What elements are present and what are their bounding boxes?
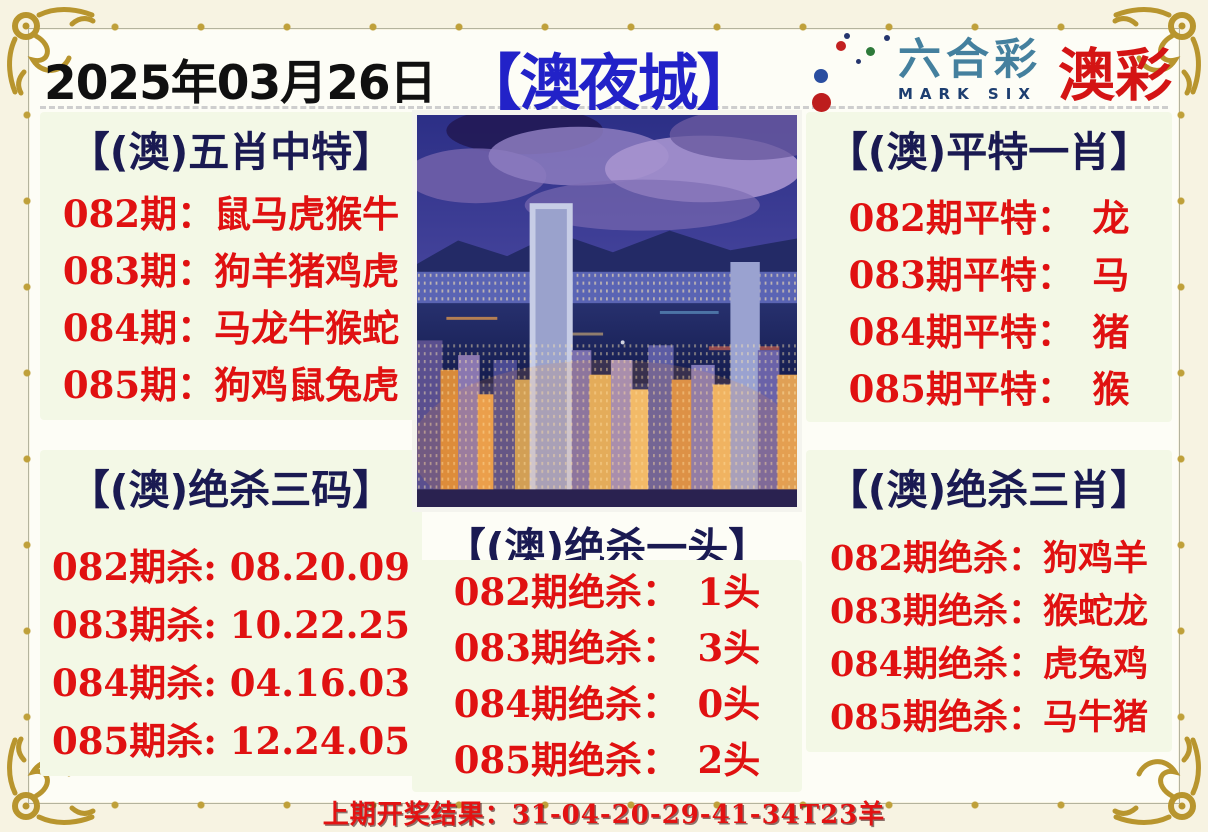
list-item: 084期：马龙牛猴蛇 [62, 306, 400, 350]
panel-pingte-heading: 【(澳)平特一肖】 [826, 128, 1152, 176]
panel-sanma-background [40, 450, 422, 776]
logo-brand-cn: 六合彩 [898, 35, 1042, 85]
logo-brand-en: MARK SIX [898, 85, 1037, 103]
panel-sanma-heading: 【(澳)绝杀三码】 [68, 466, 394, 514]
panel-wuxiao-rows: 082期：鼠马虎猴牛 083期：狗羊猪鸡虎 084期：马龙牛猴蛇 085期：狗鸡… [40, 186, 422, 414]
page-date: 2025年03月26日 [44, 56, 437, 111]
panel-sanxiao-background [806, 450, 1172, 752]
logo-dots-icon [806, 27, 898, 115]
panel-yitou-rows: 082期绝杀： 1头 083期绝杀： 3头 084期绝杀： 0头 085期绝杀：… [412, 564, 802, 788]
header-divider [40, 106, 1168, 109]
hongkong-skyline-photo [412, 110, 802, 512]
panel-wuxiao-background [40, 112, 422, 420]
list-item: 085期杀: 12.24.05 [51, 719, 410, 763]
list-item: 082期绝杀：狗鸡羊 [829, 538, 1149, 579]
list-item: 083期杀: 10.22.25 [51, 603, 410, 647]
list-item: 083期：狗羊猪鸡虎 [62, 249, 400, 293]
list-item: 085期绝杀：马牛猪 [829, 697, 1149, 738]
list-item: 084期平特： 猪 [848, 310, 1130, 354]
list-item: 082期绝杀： 1头 [453, 570, 761, 614]
list-item: 083期绝杀： 3头 [453, 626, 761, 670]
list-item: 082期平特： 龙 [848, 196, 1130, 240]
list-item: 082期：鼠马虎猴牛 [62, 192, 400, 236]
logo-brand-right: 澳彩 [1058, 42, 1172, 109]
mark-six-logo: 六合彩 MARK SIX 澳彩 [806, 26, 1178, 116]
panel-sanxiao-heading: 【(澳)绝杀三肖】 [826, 466, 1152, 514]
list-item: 085期绝杀： 2头 [453, 738, 761, 782]
panel-sanxiao-rows: 082期绝杀：狗鸡羊 083期绝杀：猴蛇龙 084期绝杀：虎兔鸡 085期绝杀：… [806, 532, 1172, 744]
list-item: 085期：狗鸡鼠兔虎 [62, 363, 400, 407]
last-draw-result: 上期开奖结果：31-04-20-29-41-34T23羊 [322, 800, 886, 830]
list-item: 084期绝杀：虎兔鸡 [829, 644, 1149, 685]
panel-wuxiao-heading: 【(澳)五肖中特】 [68, 128, 394, 176]
list-item: 084期绝杀： 0头 [453, 682, 761, 726]
list-item: 082期杀: 08.20.09 [51, 545, 410, 589]
page-title: 【澳夜城】 [460, 48, 757, 119]
logo-text-block: 六合彩 MARK SIX [898, 35, 1042, 104]
list-item: 083期绝杀：猴蛇龙 [829, 591, 1149, 632]
panel-pingte-background [806, 112, 1172, 422]
panel-pingte-rows: 082期平特： 龙 083期平特： 马 084期平特： 猪 085期平特： 猴 [806, 190, 1172, 418]
list-item: 085期平特： 猴 [848, 367, 1130, 411]
panel-sanma-rows: 082期杀: 08.20.09 083期杀: 10.22.25 084期杀: 0… [40, 538, 422, 770]
list-item: 084期杀: 04.16.03 [51, 661, 410, 705]
list-item: 083期平特： 马 [848, 253, 1130, 297]
panel-yitou-background [412, 560, 802, 792]
